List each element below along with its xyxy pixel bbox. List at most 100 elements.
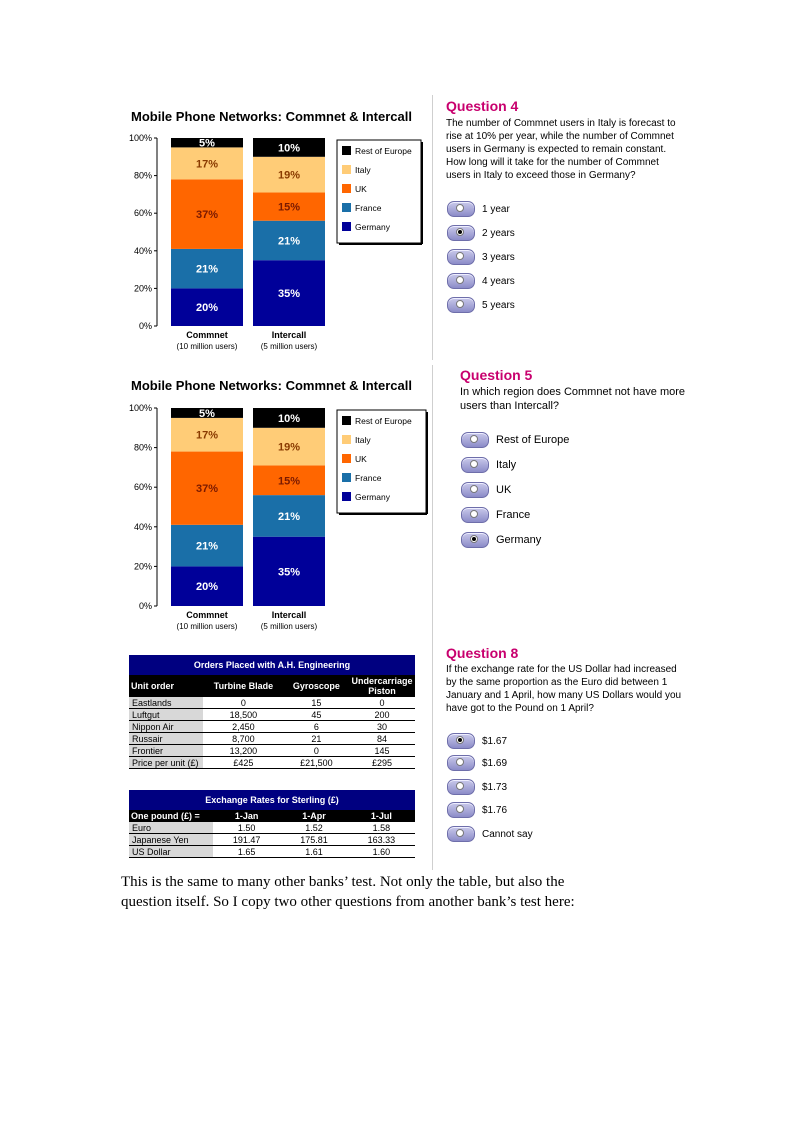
data-label: 20% [196,581,218,593]
bar-segment-uk [171,179,243,249]
data-label: 35% [278,566,300,578]
answer-option[interactable]: $1.76 [447,802,507,818]
radio-button[interactable] [447,826,475,842]
bar-segment-rest-of-europe [171,408,243,418]
exchange-rates-table: Exchange Rates for Sterling (£) One poun… [129,790,415,858]
question-title: Question 5 [460,367,533,383]
column-header: 1-Jan [213,810,281,822]
column-divider [432,640,433,870]
bar-segment-italy [171,147,243,180]
answer-option[interactable]: UK [461,482,511,498]
y-tick-label: 100% [129,403,152,413]
y-tick-label: 40% [134,522,152,532]
answer-option[interactable]: 3 years [447,249,515,265]
radio-button[interactable] [461,507,489,523]
y-tick-label: 60% [134,482,152,492]
column-header: Undercarriage Piston [349,675,415,697]
data-label: 10% [278,413,300,425]
answer-option[interactable]: Rest of Europe [461,432,569,448]
radio-button-selected[interactable] [447,733,475,749]
radio-button-selected[interactable] [461,532,489,548]
bar-segment-italy [253,427,325,466]
legend-label: France [355,473,382,483]
data-label: 5% [199,408,215,420]
table-row: US Dollar 1.65 1.61 1.60 [129,845,415,858]
legend-label: Italy [355,165,371,175]
answer-option[interactable]: Italy [461,457,516,473]
radio-button[interactable] [447,779,475,795]
option-label: Italy [496,459,517,471]
radio-button[interactable] [447,802,475,818]
bar-segment-uk [253,192,325,221]
radio-button[interactable] [447,297,475,313]
option-label: 2 years [482,227,515,239]
legend-swatch [342,165,351,174]
answer-option[interactable]: 4 years [447,273,515,289]
column-divider [432,95,433,360]
bar-segment-italy [253,156,325,193]
option-label: $1.76 [482,804,508,816]
bar-segment-rest-of-europe [253,138,325,157]
legend [336,409,427,514]
answer-option[interactable]: $1.69 [447,755,507,771]
answer-option[interactable]: 1 year [447,201,510,217]
radio-button[interactable] [447,755,475,771]
data-label: 15% [278,475,300,487]
question-text: If the exchange rate for the US Dollar h… [446,664,682,714]
answer-option[interactable]: Germany [461,532,541,548]
radio-button[interactable] [447,249,475,265]
legend-label: Rest of Europe [355,416,412,426]
answer-option[interactable]: $1.73 [447,779,507,795]
answer-option[interactable]: France [461,507,530,523]
table-row: Price per unit (£) £425 £21,500 £295 [129,756,415,769]
column-header: Unit order [129,675,203,697]
y-tick-label: 60% [134,208,152,218]
answer-option[interactable]: $1.67 [447,733,507,749]
data-label: 37% [196,483,218,495]
legend-label: UK [355,184,367,194]
data-label: 37% [196,209,218,221]
paragraph-line: question itself. So I copy two other que… [121,894,575,910]
question-title: Question 4 [446,98,519,114]
legend-label: UK [355,454,367,464]
orders-table: Orders Placed with A.H. Engineering Unit… [129,655,415,769]
y-tick-label: 80% [134,171,152,181]
column-header: Gyroscope [283,675,349,697]
question-text: The number of Commnet users in Italy is … [446,118,676,181]
answer-option[interactable]: 5 years [447,297,515,313]
answer-option[interactable]: Cannot say [447,826,533,842]
radio-button[interactable] [461,432,489,448]
legend-swatch [342,454,351,463]
radio-button-selected[interactable] [447,225,475,241]
bar-segment-uk [253,465,325,496]
legend-swatch [342,492,351,501]
legend-swatch [342,203,351,212]
option-label: 1 year [482,203,510,215]
x-tick-label: Commnet [186,330,228,340]
bar-segment-italy [171,417,243,452]
bar-segment-france [253,220,325,261]
data-label: 19% [278,170,300,182]
radio-button[interactable] [461,482,489,498]
data-label: 21% [196,264,218,276]
legend-label: Italy [355,435,371,445]
option-label: 3 years [482,251,515,263]
option-label: Rest of Europe [496,434,570,446]
radio-button[interactable] [447,273,475,289]
radio-button[interactable] [461,457,489,473]
answer-option[interactable]: 2 years [447,225,515,241]
data-label: 19% [278,442,300,454]
radio-button[interactable] [447,201,475,217]
data-label: 21% [278,511,300,523]
column-header: 1-Apr [280,810,348,822]
column-divider [432,365,433,640]
data-label: 17% [196,158,218,170]
legend-swatch [342,435,351,444]
question-4: Question 4 The number of Commnet users i… [446,98,686,182]
option-label: 5 years [482,299,515,311]
bar-segment-germany [253,260,325,326]
table-row: Euro 1.50 1.52 1.58 [129,822,415,834]
bar-segment-germany [171,288,243,326]
x-tick-sublabel: (10 million users) [177,342,238,351]
y-tick-label: 80% [134,443,152,453]
